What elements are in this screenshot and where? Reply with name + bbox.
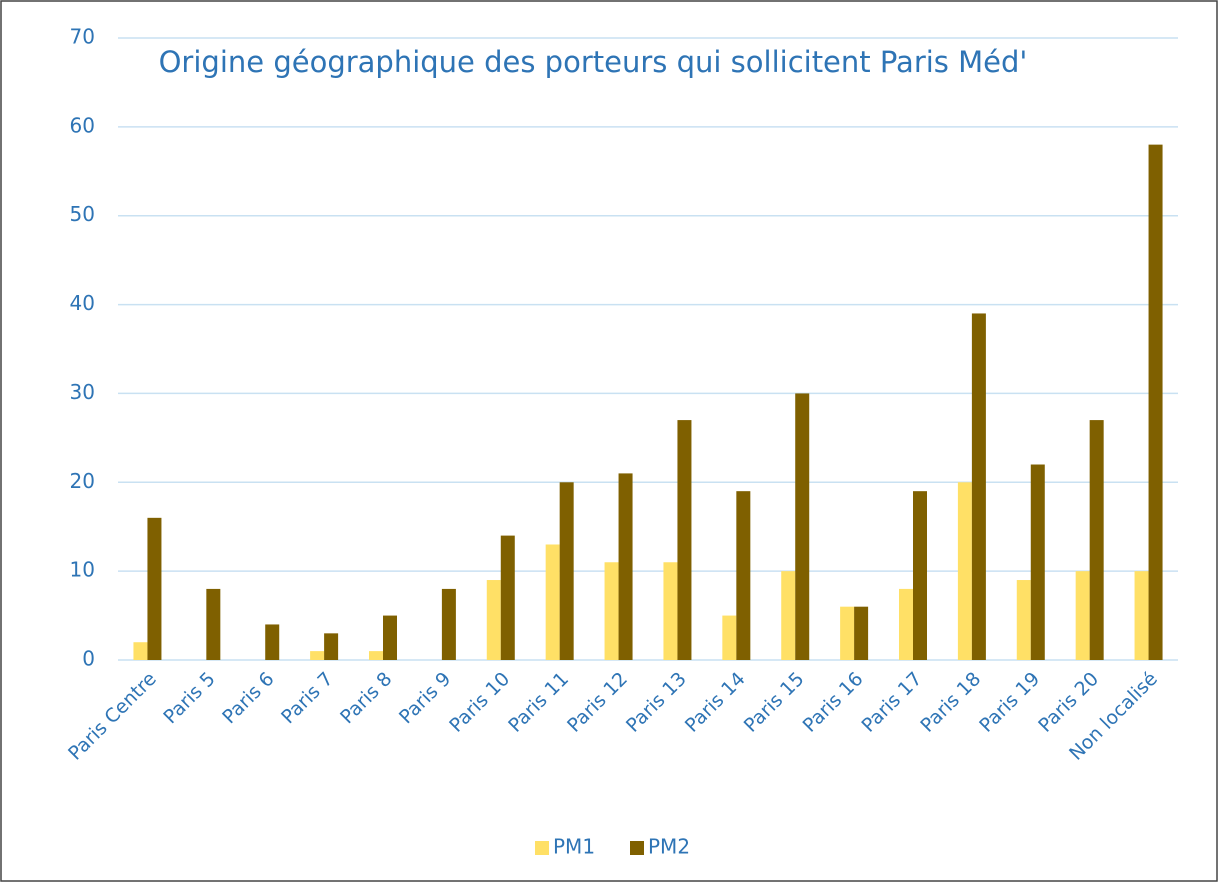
legend-swatch — [630, 841, 644, 855]
bar — [663, 562, 678, 660]
bar — [147, 517, 162, 660]
bar — [957, 482, 972, 660]
bar — [677, 420, 692, 660]
chart-title: Origine géographique des porteurs qui so… — [158, 45, 1028, 79]
legend-label: PM1 — [553, 835, 595, 859]
bar — [899, 588, 913, 660]
bar — [1148, 144, 1163, 661]
bar — [618, 473, 633, 660]
y-tick-label: 20 — [70, 469, 95, 493]
bar — [133, 642, 148, 660]
bar — [500, 535, 515, 660]
bar — [913, 491, 927, 660]
bar — [1075, 571, 1090, 660]
bar — [854, 606, 869, 660]
bar — [383, 615, 397, 660]
bar — [310, 651, 325, 660]
bar — [604, 562, 619, 660]
bar — [795, 393, 810, 660]
bar — [840, 606, 855, 660]
bar — [369, 651, 383, 660]
bar — [441, 588, 456, 660]
bar — [722, 615, 737, 660]
bar — [559, 482, 574, 660]
bar — [971, 313, 986, 660]
bar — [736, 491, 751, 660]
legend-label: PM2 — [648, 835, 690, 859]
bar — [486, 580, 501, 660]
bar — [1030, 464, 1045, 660]
bar — [1134, 571, 1149, 660]
bar — [206, 588, 221, 660]
legend-swatch — [535, 841, 549, 855]
bar — [1089, 420, 1104, 660]
bar — [781, 571, 796, 660]
bar — [324, 633, 339, 660]
y-tick-label: 40 — [70, 291, 95, 315]
y-tick-label: 60 — [70, 113, 95, 137]
bar — [265, 624, 280, 660]
bar — [1016, 580, 1031, 660]
y-tick-label: 50 — [70, 202, 95, 226]
bar — [545, 544, 560, 660]
y-tick-label: 70 — [70, 25, 95, 49]
y-tick-label: 10 — [70, 558, 95, 582]
y-tick-label: 0 — [82, 647, 95, 671]
y-tick-label: 30 — [70, 380, 95, 404]
